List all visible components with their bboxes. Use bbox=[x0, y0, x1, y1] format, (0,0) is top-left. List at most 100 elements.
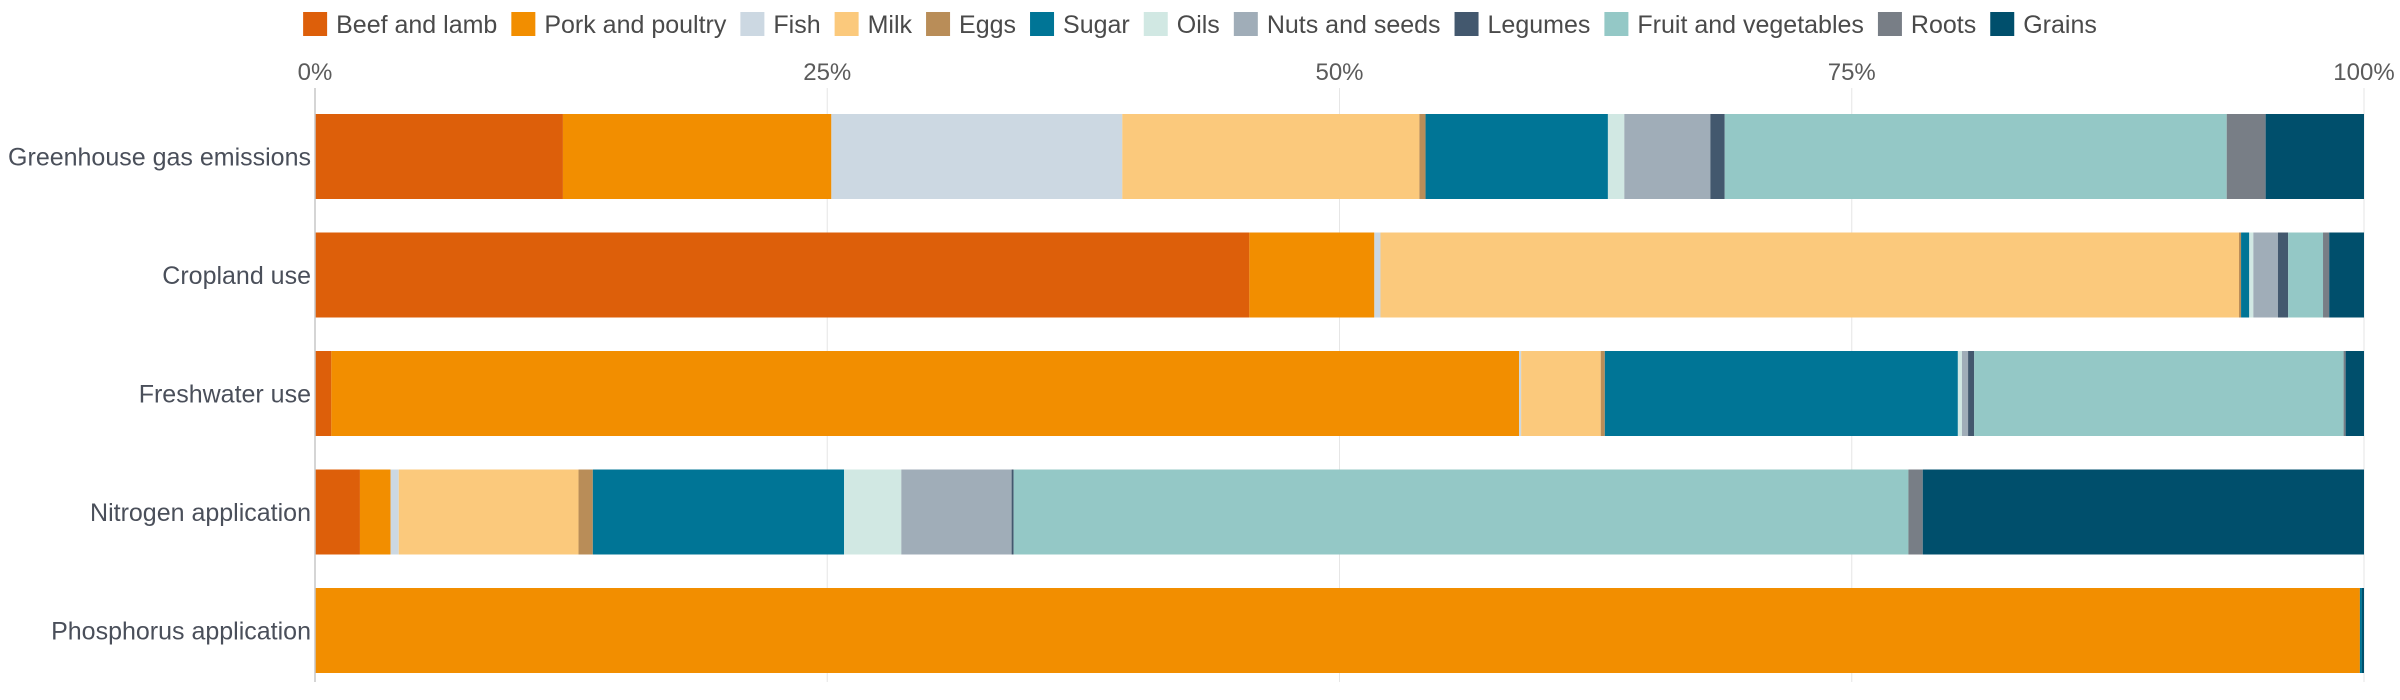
y-axis-category-labels: Greenhouse gas emissions Cropland use Fres… bbox=[8, 144, 311, 646]
bar-segment-freshwater-use-milk[interactable] bbox=[1521, 351, 1601, 436]
legend-swatch-legumes bbox=[1454, 12, 1479, 36]
bar-segment-freshwater-use-fruit-and-vegetables[interactable] bbox=[1974, 351, 2344, 436]
bar-segment-greenhouse-gas-emissions-grains[interactable] bbox=[2265, 114, 2364, 199]
legend-swatch-roots bbox=[1877, 12, 1902, 36]
category-label-nitrogen-application: Nitrogen application bbox=[90, 499, 311, 527]
bar-segment-cropland-use-pork-and-poultry[interactable] bbox=[1249, 232, 1375, 318]
legend-item-pork-and-poultry: Pork and poultry bbox=[511, 11, 727, 39]
bar-segment-cropland-use-eggs[interactable] bbox=[2239, 232, 2242, 318]
legend-item-roots: Roots bbox=[1877, 11, 1976, 39]
bar-segment-greenhouse-gas-emissions-roots[interactable] bbox=[2226, 114, 2266, 199]
legend-swatch-sugar bbox=[1030, 12, 1055, 36]
legend-swatch-nuts-and-seeds bbox=[1233, 12, 1258, 36]
tick-label-100: 100% bbox=[2333, 59, 2394, 86]
bar-segment-freshwater-use-legumes[interactable] bbox=[1968, 351, 1975, 436]
bar-segment-greenhouse-gas-emissions-sugar[interactable] bbox=[1425, 114, 1608, 199]
bar-segment-cropland-use-beef-and-lamb[interactable] bbox=[315, 232, 1250, 318]
legend-label-oils: Oils bbox=[1177, 11, 1220, 39]
bar-segment-cropland-use-grains[interactable] bbox=[2329, 232, 2364, 318]
legend-swatch-oils bbox=[1143, 12, 1168, 36]
bar-segment-greenhouse-gas-emissions-milk[interactable] bbox=[1122, 114, 1420, 199]
bar-segment-freshwater-use-fish[interactable] bbox=[1519, 351, 1522, 436]
chart-bars bbox=[315, 114, 2364, 673]
tick-label-50: 50% bbox=[1315, 59, 1363, 86]
bar-segment-greenhouse-gas-emissions-oils[interactable] bbox=[1607, 114, 1625, 199]
bar-segment-freshwater-use-roots[interactable] bbox=[2343, 351, 2346, 436]
bar-segment-nitrogen-application-fruit-and-vegetables[interactable] bbox=[1013, 469, 1909, 555]
bar-segment-cropland-use-roots[interactable] bbox=[2323, 232, 2330, 318]
legend-item-beef-and-lamb: Beef and lamb bbox=[303, 11, 497, 39]
tick-label-25: 25% bbox=[803, 59, 851, 86]
bar-segment-freshwater-use-pork-and-poultry[interactable] bbox=[331, 351, 1520, 436]
legend-label-nuts-and-seeds: Nuts and seeds bbox=[1267, 11, 1441, 39]
legend-swatch-milk bbox=[834, 12, 859, 36]
bar-segment-freshwater-use-sugar[interactable] bbox=[1604, 351, 1958, 436]
bar-segment-nitrogen-application-pork-and-poultry[interactable] bbox=[359, 469, 391, 555]
bar-segment-cropland-use-fruit-and-vegetables[interactable] bbox=[2288, 232, 2324, 318]
bar-segment-cropland-use-milk[interactable] bbox=[1380, 232, 2240, 318]
category-label-freshwater-use: Freshwater use bbox=[139, 381, 311, 409]
legend-swatch-beef-and-lamb bbox=[303, 12, 328, 36]
bar-segment-greenhouse-gas-emissions-eggs[interactable] bbox=[1419, 114, 1426, 199]
bar-segment-phosphorus-application-grains[interactable] bbox=[2361, 588, 2364, 673]
legend-label-legumes: Legumes bbox=[1488, 11, 1591, 39]
bar-row-nitrogen-application bbox=[315, 469, 2364, 555]
category-label-cropland-use: Cropland use bbox=[162, 262, 311, 290]
legend-swatch-grains bbox=[1990, 12, 2015, 36]
bar-segment-nitrogen-application-legumes[interactable] bbox=[1011, 469, 1014, 555]
bar-segment-cropland-use-oils[interactable] bbox=[2249, 232, 2254, 318]
bar-segment-phosphorus-application-pork-and-poultry[interactable] bbox=[315, 588, 2360, 673]
bar-segment-greenhouse-gas-emissions-fruit-and-vegetables[interactable] bbox=[1724, 114, 2227, 199]
legend-item-milk: Milk bbox=[834, 11, 913, 39]
chart-legend: Beef and lamb Pork and poultry Fish Milk Egg… bbox=[303, 11, 2097, 39]
bar-segment-nitrogen-application-oils[interactable] bbox=[844, 469, 902, 555]
bar-segment-nitrogen-application-milk[interactable] bbox=[398, 469, 579, 555]
bar-segment-greenhouse-gas-emissions-pork-and-poultry[interactable] bbox=[562, 114, 832, 199]
bar-segment-cropland-use-nuts-and-seeds[interactable] bbox=[2253, 232, 2278, 318]
bar-row-cropland-use bbox=[315, 232, 2364, 318]
legend-swatch-pork-and-poultry bbox=[511, 12, 536, 36]
bar-segment-greenhouse-gas-emissions-beef-and-lamb[interactable] bbox=[315, 114, 563, 199]
category-label-phosphorus-application: Phosphorus application bbox=[51, 618, 311, 646]
legend-label-roots: Roots bbox=[1911, 11, 1976, 39]
bar-segment-nitrogen-application-sugar[interactable] bbox=[592, 469, 845, 555]
legend-label-eggs: Eggs bbox=[959, 11, 1016, 39]
legend-swatch-fruit-and-vegetables bbox=[1604, 12, 1629, 36]
legend-item-grains: Grains bbox=[1990, 11, 2097, 39]
legend-label-fish: Fish bbox=[773, 11, 820, 39]
bar-segment-phosphorus-application-sugar[interactable] bbox=[2359, 588, 2362, 673]
legend-item-fish: Fish bbox=[740, 11, 821, 39]
bar-segment-nitrogen-application-eggs[interactable] bbox=[578, 469, 593, 555]
category-label-greenhouse-gas-emissions: Greenhouse gas emissions bbox=[8, 144, 311, 172]
bar-segment-cropland-use-sugar[interactable] bbox=[2241, 232, 2250, 318]
tick-label-75: 75% bbox=[1828, 59, 1876, 86]
legend-label-pork-and-poultry: Pork and poultry bbox=[544, 11, 727, 39]
bar-segment-nitrogen-application-fish[interactable] bbox=[390, 469, 399, 555]
bar-segment-greenhouse-gas-emissions-fish[interactable] bbox=[831, 114, 1123, 199]
bar-segment-freshwater-use-grains[interactable] bbox=[2345, 351, 2364, 436]
tick-label-0: 0% bbox=[298, 59, 333, 86]
bar-segment-freshwater-use-beef-and-lamb[interactable] bbox=[315, 351, 332, 436]
bar-segment-nitrogen-application-beef-and-lamb[interactable] bbox=[315, 469, 360, 555]
legend-item-oils: Oils bbox=[1143, 11, 1220, 39]
bar-segment-freshwater-use-oils[interactable] bbox=[1957, 351, 1962, 436]
legend-item-legumes: Legumes bbox=[1454, 11, 1591, 39]
bar-segment-greenhouse-gas-emissions-nuts-and-seeds[interactable] bbox=[1624, 114, 1711, 199]
legend-swatch-fish bbox=[740, 12, 765, 36]
legend-label-sugar: Sugar bbox=[1063, 11, 1130, 39]
legend-label-grains: Grains bbox=[2023, 11, 2097, 39]
bar-segment-nitrogen-application-roots[interactable] bbox=[1908, 469, 1923, 555]
bar-segment-cropland-use-legumes[interactable] bbox=[2277, 232, 2289, 318]
legend-label-beef-and-lamb: Beef and lamb bbox=[336, 11, 497, 39]
legend-label-milk: Milk bbox=[868, 11, 913, 39]
bar-segment-cropland-use-fish[interactable] bbox=[1374, 232, 1381, 318]
bar-segment-greenhouse-gas-emissions-legumes[interactable] bbox=[1710, 114, 1725, 199]
bar-segment-freshwater-use-nuts-and-seeds[interactable] bbox=[1961, 351, 1969, 436]
legend-label-fruit-and-vegetables: Fruit and vegetables bbox=[1637, 11, 1864, 39]
bar-segment-nitrogen-application-grains[interactable] bbox=[1922, 469, 2364, 555]
bar-segment-nitrogen-application-nuts-and-seeds[interactable] bbox=[901, 469, 1012, 555]
x-axis-tick-labels: 0% 25% 50% 75% 100% bbox=[298, 59, 2395, 86]
bar-row-greenhouse-gas-emissions bbox=[315, 114, 2364, 199]
bar-segment-freshwater-use-eggs[interactable] bbox=[1600, 351, 1605, 436]
legend-item-eggs: Eggs bbox=[926, 11, 1016, 39]
